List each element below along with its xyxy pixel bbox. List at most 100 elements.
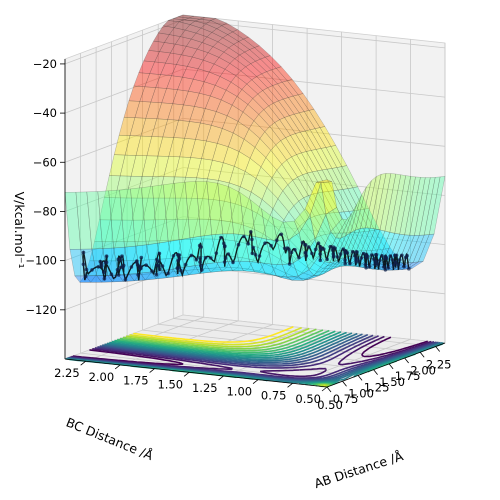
surface-facet: [238, 260, 255, 273]
trajectory-point: [155, 257, 159, 262]
trajectory-point: [219, 235, 223, 240]
surface-facet: [280, 273, 298, 281]
x-tick-label: 1.50: [379, 375, 405, 389]
surface-facet: [159, 219, 177, 241]
surface-facet: [277, 190, 295, 213]
surface-facet: [232, 121, 250, 140]
surface-facet: [264, 126, 282, 146]
surface-facet: [157, 25, 175, 35]
trajectory-point: [99, 264, 104, 268]
surface-facet: [418, 177, 436, 236]
surface-facet: [266, 69, 283, 85]
y-tick-mark: [80, 360, 86, 366]
trajectory-point: [407, 266, 411, 271]
trajectory-point: [313, 247, 318, 252]
trajectory-point: [383, 268, 388, 272]
surface-facet: [151, 118, 169, 138]
trajectory-point: [297, 255, 301, 260]
trajectory-point: [116, 273, 121, 277]
surface-facet: [206, 181, 224, 236]
y-tick-label: 1.25: [192, 381, 218, 395]
surface-facet: [190, 139, 207, 159]
surface-facet: [227, 132, 245, 152]
surface-facet: [344, 228, 361, 258]
trajectory-point: [200, 268, 204, 272]
surface-facet: [254, 45, 271, 58]
surface-facet: [263, 105, 280, 123]
surface-facet: [118, 116, 136, 136]
surface-facet: [157, 136, 175, 157]
surface-facet: [139, 86, 157, 103]
surface-facet: [171, 64, 188, 78]
trajectory-point: [222, 241, 226, 246]
surface-facet: [263, 252, 281, 269]
surface-facet: [119, 154, 137, 177]
trajectory-point: [279, 232, 284, 237]
surface-facet: [265, 149, 283, 171]
surface-facet: [417, 233, 435, 263]
trajectory-point: [316, 241, 321, 245]
surface-facet: [341, 165, 359, 189]
trajectory-point: [388, 254, 393, 258]
trajectory-point: [249, 230, 253, 234]
surface-facet: [173, 21, 191, 31]
surface-facet: [223, 47, 241, 60]
trajectory-point: [198, 260, 202, 264]
surface-facet: [134, 101, 152, 119]
trajectory-point: [354, 260, 358, 264]
surface-facet: [358, 209, 375, 232]
surface-facet: [302, 275, 319, 281]
trajectory-point: [382, 265, 386, 269]
surface-facet: [165, 52, 182, 65]
surface-facet: [214, 219, 231, 240]
trajectory-point: [156, 263, 161, 268]
surface-facet: [268, 102, 285, 121]
trajectory-point: [353, 253, 357, 258]
surface-facet: [258, 109, 276, 127]
surface-facet: [228, 165, 246, 188]
trajectory-point: [306, 245, 311, 249]
trajectory-point: [160, 264, 165, 268]
surface-facet: [216, 128, 234, 148]
surface-facet: [244, 49, 261, 62]
surface-facet: [240, 207, 258, 229]
surface-facet: [215, 99, 233, 117]
surface-facet: [363, 228, 381, 259]
z-tick-label: −100: [25, 254, 57, 268]
surface-facet: [163, 156, 181, 178]
trajectory-point: [194, 257, 199, 262]
surface-facet: [249, 47, 266, 60]
surface-facet: [322, 191, 340, 213]
trajectory-point: [138, 264, 143, 269]
surface-facet: [108, 154, 126, 177]
surface-facet: [185, 157, 202, 179]
surface-facet: [200, 108, 217, 126]
surface-facet: [303, 110, 321, 129]
surface-facet: [407, 261, 424, 270]
surface-facet: [278, 98, 295, 116]
surface-facet: [213, 180, 230, 202]
trajectory-point: [109, 272, 114, 277]
y-tick-label: 1.75: [123, 374, 149, 388]
surface-facet: [189, 235, 207, 266]
surface-facet: [282, 184, 300, 207]
surface-facet: [150, 87, 167, 104]
surface-facet: [156, 102, 173, 120]
trajectory-point: [183, 262, 188, 267]
surface-facet: [287, 95, 305, 114]
trajectory-point: [175, 252, 180, 257]
surface-facet: [304, 129, 322, 150]
surface-facet: [188, 78, 205, 94]
surface-facet: [348, 210, 366, 233]
surface-facet: [292, 94, 310, 112]
surface-facet: [247, 98, 265, 115]
surface-facet: [178, 14, 194, 19]
surface-facet: [259, 262, 277, 277]
surface-facet: [179, 138, 196, 158]
surface-facet: [408, 234, 425, 263]
trajectory-point: [282, 246, 287, 251]
trajectory-point: [331, 255, 336, 259]
surface-facet: [220, 89, 238, 106]
surface-facet: [146, 136, 164, 157]
surface-facet: [332, 189, 350, 213]
